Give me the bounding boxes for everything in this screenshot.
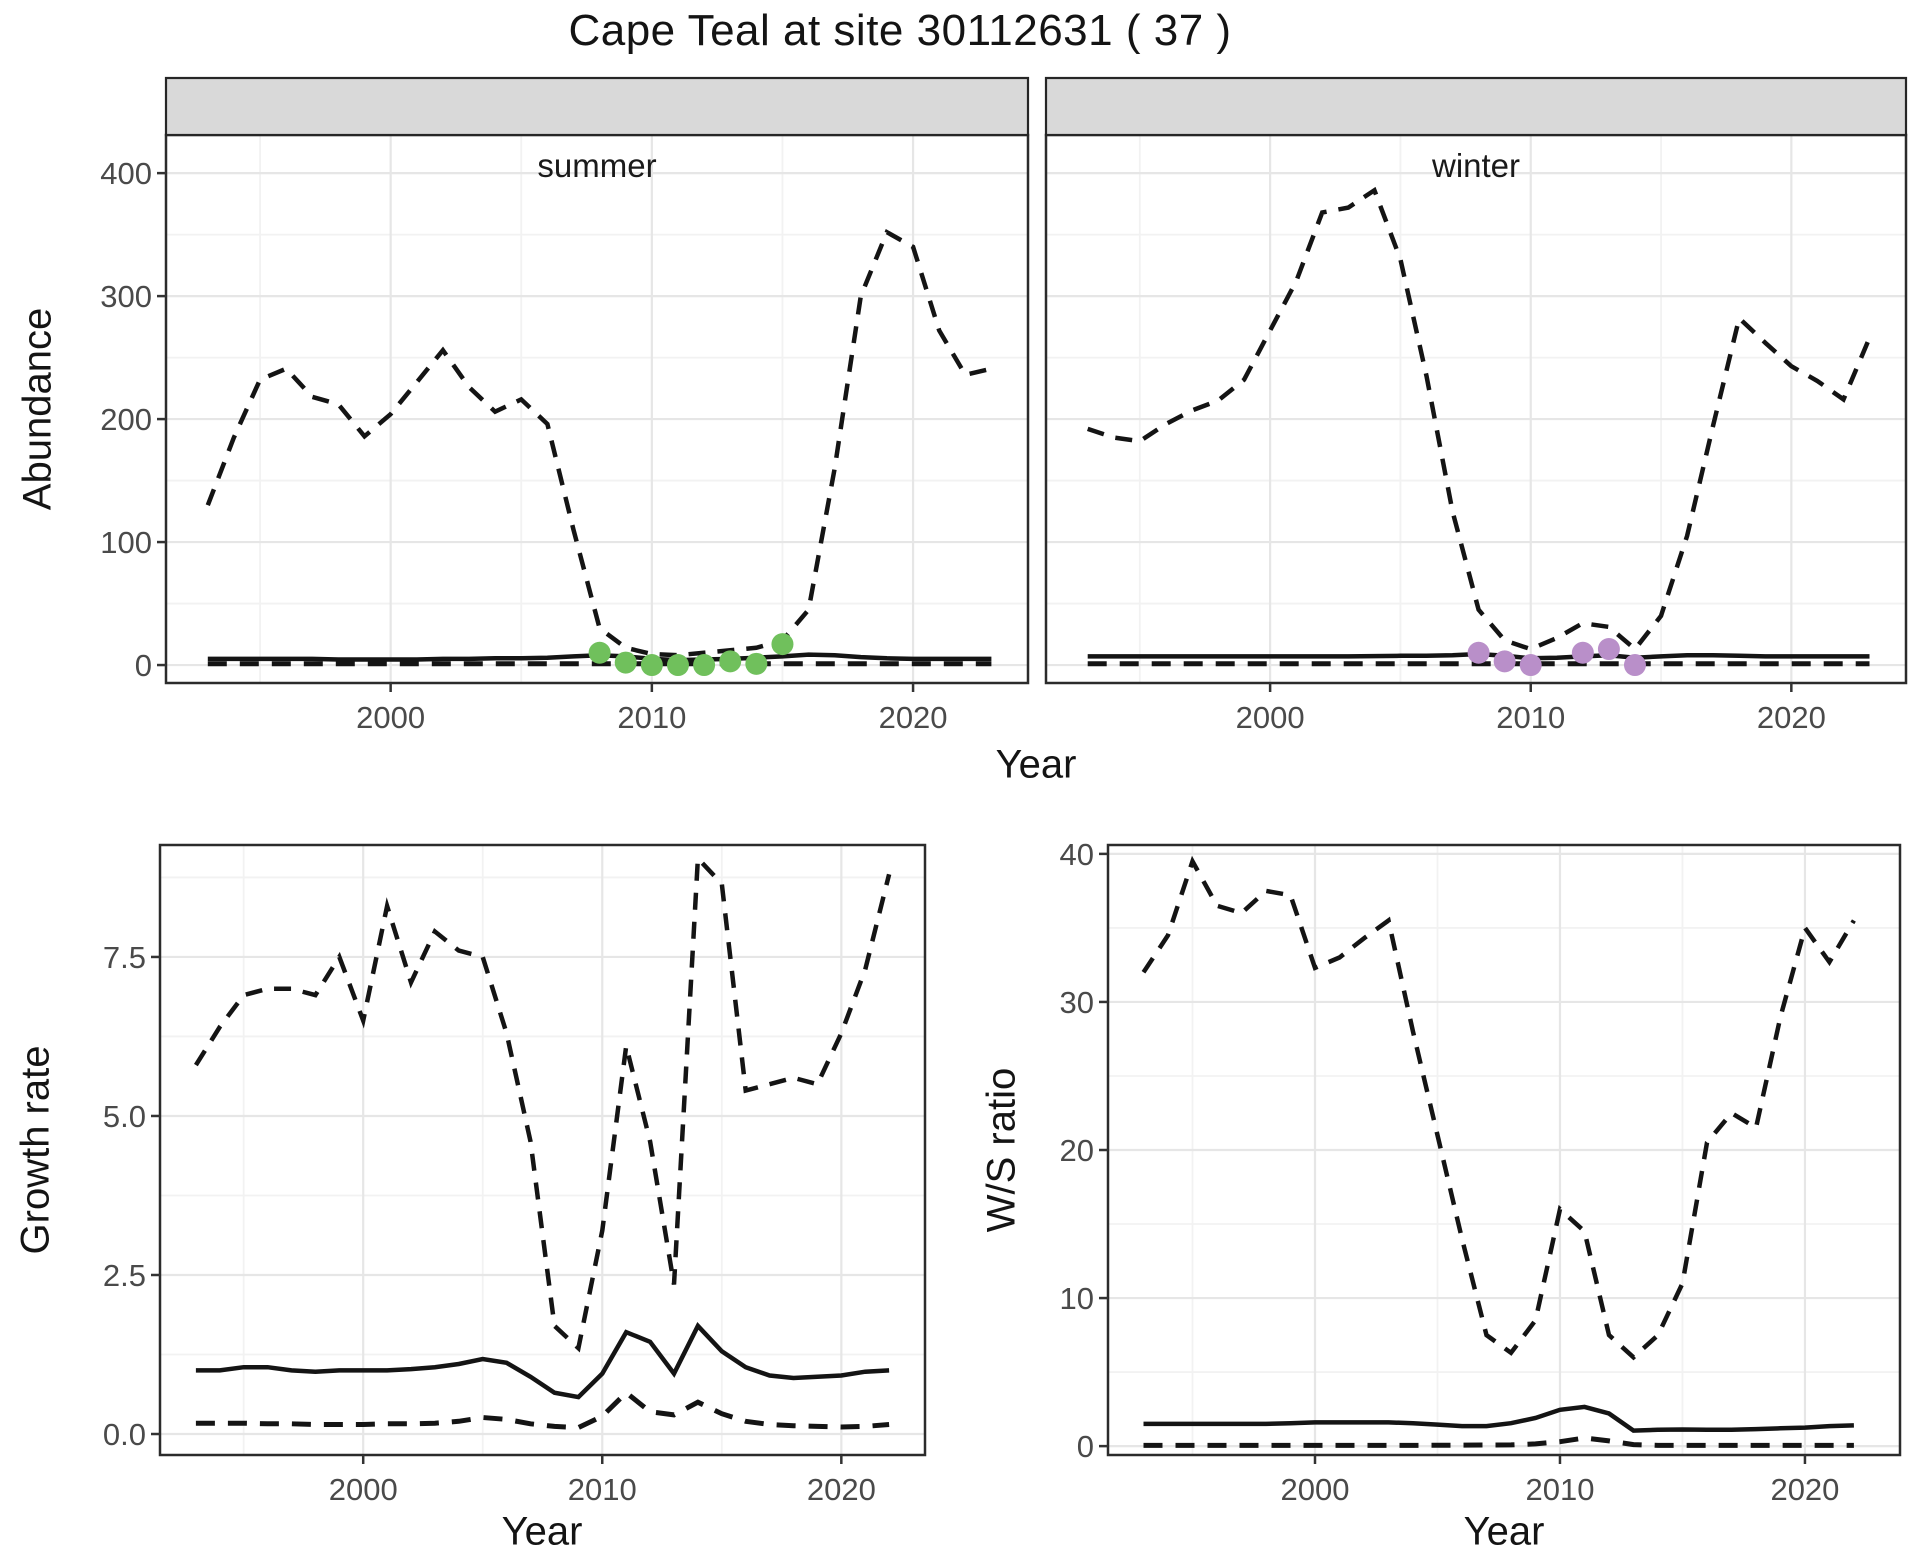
- plot-panel-ws_ratio: 2000 2010 2020 0 10 20 30 40: [1060, 837, 1902, 1507]
- observation-point-summer: [693, 654, 716, 677]
- plot-panel-winter: 2000 2010 2020: [1044, 76, 1908, 735]
- y-tick-label: 40: [1060, 837, 1094, 872]
- observation-point-winter: [1519, 654, 1542, 677]
- facet-strip: [1044, 76, 1908, 137]
- y-tick-label: 20: [1060, 1133, 1094, 1168]
- y-tick-label: 10: [1060, 1281, 1094, 1316]
- panel-background: [160, 845, 925, 1455]
- facet-strip-label-summer: summer: [537, 147, 657, 184]
- x-tick-label: 2000: [1281, 1472, 1350, 1507]
- ws-ratio-y-axis-title: W/S ratio: [979, 1067, 1024, 1233]
- series-median: [195, 1322, 890, 1400]
- series-upper-ci: [1141, 855, 1856, 1361]
- y-tick-label: 100: [100, 525, 152, 560]
- x-tick-label: 2010: [1525, 1472, 1594, 1507]
- y-tick-label: 2.5: [103, 1258, 146, 1293]
- x-tick-label: 2000: [329, 1472, 398, 1507]
- observation-point-summer: [588, 641, 611, 664]
- observation-point-winter: [1467, 641, 1490, 664]
- panel-border: [158, 843, 927, 1457]
- plot-panel-summer: 2000 2010 2020 0 100 200 300 400: [100, 76, 1030, 735]
- y-tick-label: 5.0: [103, 1099, 146, 1134]
- x-tick-label: 2020: [879, 700, 948, 735]
- y-tick-label: 0.0: [103, 1417, 146, 1452]
- observation-point-winter: [1623, 654, 1646, 677]
- y-tick-label: 300: [100, 279, 152, 314]
- y-tick-label: 7.5: [103, 940, 146, 975]
- abundance-y-axis-title: Abundance: [15, 307, 60, 511]
- x-tick-label: 2000: [356, 700, 425, 735]
- series-median: [1143, 1404, 1854, 1433]
- plot-panel-growth_rate: 2000 2010 2020 0.0 2.5 5.0 7.5: [103, 843, 927, 1507]
- growth-rate-chart-canvas: 2000 2010 2020 0.0 2.5 5.0 7.5: [103, 843, 927, 1507]
- abundance-chart-canvas: 2000 2010 2020 0 100 200 300 400 2000 2010 2020: [100, 76, 1908, 735]
- x-tick-label: 2020: [1757, 700, 1826, 735]
- series-upper-ci: [193, 853, 892, 1353]
- observation-point-winter: [1597, 638, 1620, 661]
- y-tick-label: 200: [100, 402, 152, 437]
- observation-point-summer: [745, 652, 768, 675]
- ws-ratio-x-axis-title: Year: [1463, 1509, 1545, 1554]
- observation-point-summer: [771, 633, 794, 656]
- y-tick-label: 0: [1077, 1429, 1094, 1464]
- series-upper-ci: [1086, 186, 1872, 653]
- y-tick-label: 400: [100, 156, 152, 191]
- observation-point-summer: [666, 654, 689, 677]
- observation-point-winter: [1493, 650, 1516, 673]
- ws-ratio-chart-canvas: 2000 2010 2020 0 10 20 30 40: [1060, 837, 1902, 1507]
- panel-background: [1046, 135, 1906, 683]
- y-tick-label: 30: [1060, 985, 1094, 1020]
- growth-rate-y-axis-title: Growth rate: [13, 1045, 58, 1255]
- growth-rate-x-axis-title: Year: [501, 1509, 583, 1554]
- figure-title: Cape Teal at site 30112631 ( 37 ): [568, 6, 1232, 55]
- x-tick-label: 2020: [1770, 1472, 1839, 1507]
- observation-point-summer: [640, 654, 663, 677]
- x-tick-label: 2010: [617, 700, 686, 735]
- x-tick-label: 2000: [1236, 700, 1305, 735]
- facet-strip-label-winter: winter: [1431, 147, 1521, 184]
- x-tick-label: 2010: [1496, 700, 1565, 735]
- observation-point-summer: [719, 650, 742, 673]
- observation-point-summer: [614, 651, 637, 674]
- x-tick-label: 2020: [807, 1472, 876, 1507]
- y-tick-label: 0: [135, 648, 152, 683]
- series-lower-ci: [1143, 1435, 1854, 1448]
- observation-point-winter: [1571, 641, 1594, 664]
- panel-background: [166, 135, 1028, 683]
- x-tick-label: 2010: [568, 1472, 637, 1507]
- facet-strip: [164, 76, 1030, 137]
- abundance-x-axis-title: Year: [995, 742, 1077, 787]
- series-median: [1087, 651, 1870, 661]
